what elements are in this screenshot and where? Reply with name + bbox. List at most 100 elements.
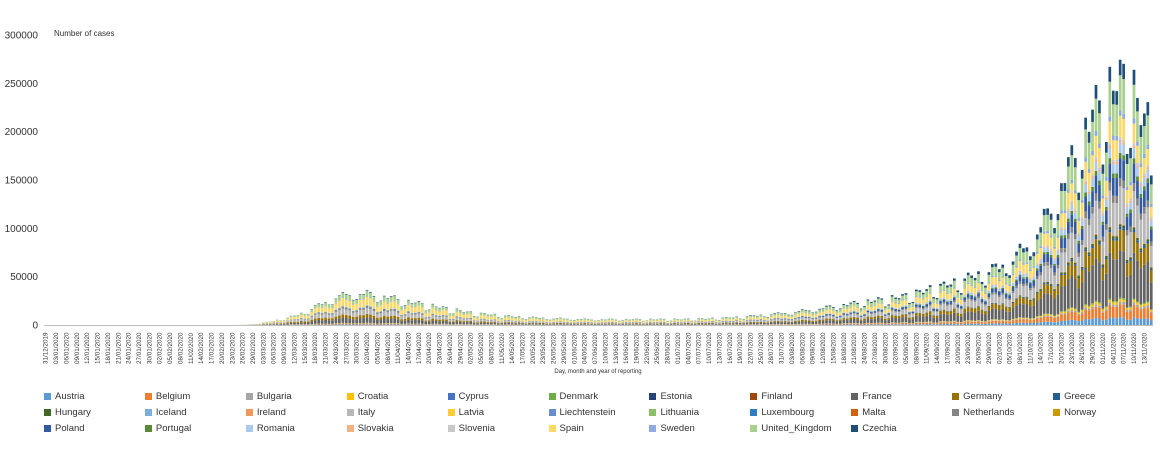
bar-segment-france: [628, 323, 631, 325]
bar-segment-united_kingdom: [331, 304, 334, 308]
bar-segment-spain: [396, 304, 400, 311]
bar-segment-united_kingdom: [448, 313, 452, 316]
bar-segment-netherlands: [928, 304, 932, 306]
bar-segment-sweden: [946, 293, 949, 295]
bar-segment-portugal: [946, 301, 949, 303]
bar-segment-italy: [552, 322, 555, 324]
bar-segment-belgium: [324, 323, 327, 325]
bar-segment-united_kingdom: [341, 292, 345, 298]
bar-segment-france: [939, 314, 942, 322]
bar-segment-netherlands: [984, 304, 987, 306]
bar-segment-germany: [894, 315, 897, 319]
bar-segment-netherlands: [863, 315, 866, 317]
bar-segment-spain: [680, 320, 683, 322]
bar-segment-italy: [593, 323, 597, 324]
bar-segment-france: [310, 321, 314, 324]
bar-segment-netherlands: [365, 306, 369, 309]
bar-segment-france: [265, 324, 269, 325]
bar-segment-united_kingdom: [382, 296, 386, 301]
bar-segment-poland: [849, 312, 853, 314]
bar-segment-france: [915, 315, 918, 322]
bar-segment-spain: [883, 310, 887, 314]
bar-segment-germany: [441, 319, 445, 321]
bar-segment-czechia: [973, 277, 977, 281]
bar-segment-france: [327, 320, 331, 324]
bar-segment-germany: [856, 317, 859, 320]
bar-segment-italy: [714, 322, 718, 324]
bar-segment-austria: [386, 324, 390, 325]
bar-segment-czechia: [811, 312, 815, 314]
bar-segment-germany: [448, 321, 452, 323]
bar-segment-italy: [711, 321, 714, 323]
bar-segment-united_kingdom: [811, 313, 815, 316]
bar-segment-united_kingdom: [925, 290, 929, 297]
bar-segment-belgium: [856, 323, 859, 325]
bar-segment-france: [800, 321, 804, 324]
bar-segment-united_kingdom: [980, 284, 984, 291]
bar-segment-france: [859, 320, 863, 324]
bar-segment-united_kingdom: [880, 299, 884, 304]
bar-segment-belgium: [800, 324, 804, 325]
bar-segment-italy: [845, 315, 849, 319]
bar-segment-romania: [890, 306, 894, 308]
bar-segment-united_kingdom: [296, 315, 300, 317]
bar-segment-united_kingdom: [631, 319, 635, 321]
bar-segment-france: [721, 323, 725, 325]
bar-segment-united_kingdom: [932, 298, 935, 303]
bar-segment-germany: [369, 314, 372, 318]
bar-segment-united_kingdom: [496, 317, 500, 319]
bar-segment-italy: [984, 305, 987, 311]
bar-segment-netherlands: [400, 315, 403, 317]
bar-segment-spain: [338, 300, 341, 308]
bar-segment-spain: [953, 288, 956, 295]
bar-segment-romania: [338, 307, 341, 309]
bar-segment-italy: [358, 309, 362, 315]
bar-segment-france: [538, 323, 542, 325]
bar-segment-netherlands: [355, 311, 358, 313]
bar-segment-spain: [707, 319, 711, 322]
bar-segment-netherlands: [918, 307, 922, 309]
y-tick-label: 250000: [5, 79, 39, 90]
bar-segment-czechia: [344, 294, 348, 295]
bar-segment-austria: [915, 324, 918, 325]
bar-segment-netherlands: [966, 297, 970, 300]
bar-segment-germany: [355, 316, 358, 320]
bar-segment-austria: [372, 324, 376, 325]
bar-segment-france: [528, 323, 531, 325]
bar-segment-france: [272, 324, 276, 325]
bar-segment-france: [690, 323, 694, 325]
bar-segment-spain: [510, 318, 514, 321]
bar-segment-spain: [400, 310, 403, 315]
bar-segment-united_kingdom: [721, 317, 725, 320]
bar-segment-netherlands: [379, 312, 383, 314]
bar-segment-spain: [362, 299, 365, 307]
bar-segment-united_kingdom: [279, 320, 282, 322]
bar-segment-belgium: [365, 323, 369, 325]
bar-segment-poland: [856, 312, 859, 314]
bar-segment-czechia: [835, 310, 839, 311]
bar-segment-france: [503, 322, 507, 325]
bar-segment-italy: [555, 322, 559, 323]
bar-segment-france: [773, 322, 777, 325]
bar-segment-france: [991, 308, 994, 320]
bar-segment-italy: [662, 322, 666, 324]
bar-segment-united_kingdom: [275, 319, 279, 321]
bar-segment-italy: [610, 322, 614, 324]
bar-segment-italy: [966, 299, 970, 307]
bar-segment-italy: [313, 314, 317, 319]
bar-segment-spain: [424, 313, 428, 317]
bar-segment-united_kingdom: [859, 309, 863, 312]
bar-segment-spain: [310, 311, 314, 316]
bar-segment-italy: [780, 319, 783, 322]
bar-segment-france: [638, 323, 642, 325]
bar-segment-united_kingdom: [510, 316, 514, 319]
bar-segment-austria: [382, 324, 386, 325]
bar-segment-germany: [807, 320, 811, 322]
bar-segment-romania: [883, 313, 887, 315]
bar-segment-netherlands: [344, 308, 348, 310]
bar-segment-spain: [887, 308, 891, 313]
bar-segment-austria: [341, 324, 345, 325]
bar-segment-united_kingdom: [697, 318, 701, 320]
bar-segment-germany: [334, 316, 338, 320]
